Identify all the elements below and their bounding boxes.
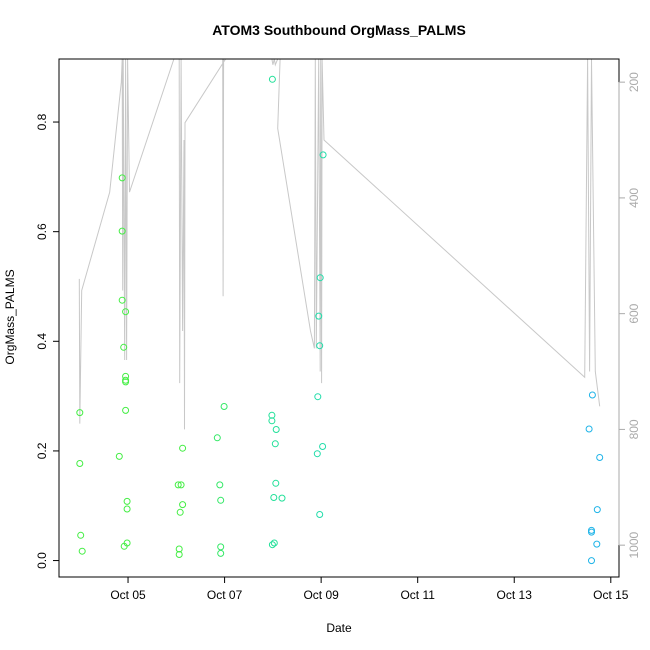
data-point [77,531,85,539]
x-axis: Oct 05 Oct 07 Oct 09 Oct 11 Oct 13 Oct 15 [110,576,629,602]
data-point [118,296,126,304]
x-tick-label: Oct 07 [207,588,243,602]
data-point [314,393,322,401]
data-point [122,406,130,414]
secondary-series-line [78,58,601,430]
data-point [118,227,126,235]
data-point [271,440,279,448]
data-point [179,501,187,509]
data-point [270,539,278,547]
data-point [123,497,131,505]
data-point [120,343,128,351]
data-point [76,409,84,417]
data-point [588,557,595,565]
y2-tick-label: 800 [627,419,641,439]
y-tick-label: 0.0 [35,552,49,569]
x-tick-label: Oct 09 [303,588,339,602]
x-axis-label: Date [326,621,352,635]
data-point [278,494,286,502]
y2-tick-label: 200 [627,72,641,92]
x-tick-label: Oct 15 [593,588,629,602]
x-tick-label: Oct 05 [110,588,146,602]
data-point [585,425,593,433]
data-point [319,443,327,450]
y-tick-label: 0.4 [35,333,49,350]
chart-title: ATOM3 Southbound OrgMass_PALMS [212,22,466,38]
data-point [174,481,182,489]
data-point [316,274,324,282]
data-point [593,540,601,548]
y2-tick-label: 1000 [627,531,641,558]
y2-axis: 200 400 600 800 1000 [618,72,641,559]
y-tick-label: 0.2 [35,442,49,459]
data-point [588,528,595,536]
data-point [123,505,131,513]
data-point [217,496,225,504]
data-point [122,378,130,386]
data-point [217,549,225,557]
data-point [122,308,130,316]
data-point [216,481,224,489]
y-axis-label: OrgMass_PALMS [3,269,17,364]
x-tick-label: Oct 13 [497,588,533,602]
data-point [588,391,596,399]
data-point [268,541,276,549]
data-point [176,508,184,516]
plot-frame [58,58,620,578]
data-point [316,342,324,350]
data-point [217,543,225,551]
data-point [123,539,131,547]
data-point [179,444,187,452]
data-point [115,452,123,460]
y-tick-label: 0.8 [35,113,49,130]
data-point [118,174,126,182]
data-point [213,434,221,442]
points-layer [76,75,604,565]
data-point [78,547,86,555]
data-point [175,551,183,558]
data-point [270,494,278,501]
data-point [76,460,84,467]
data-point [319,151,327,159]
data-point [316,511,324,518]
data-point [315,312,323,320]
data-point [272,479,280,487]
y2-tick-label: 400 [627,188,641,208]
x-tick-label: Oct 11 [400,588,435,602]
data-point [268,75,276,83]
data-point [272,426,280,433]
data-point [220,403,228,410]
data-point [177,481,185,489]
secondary-line-layer [78,58,601,430]
data-point [268,417,276,425]
data-point [313,450,321,458]
y2-tick-label: 600 [627,303,641,323]
y-axis: 0.0 0.2 0.4 0.6 0.8 [35,113,60,569]
y-tick-label: 0.6 [35,223,49,240]
data-point [596,454,604,461]
data-point [593,506,601,514]
